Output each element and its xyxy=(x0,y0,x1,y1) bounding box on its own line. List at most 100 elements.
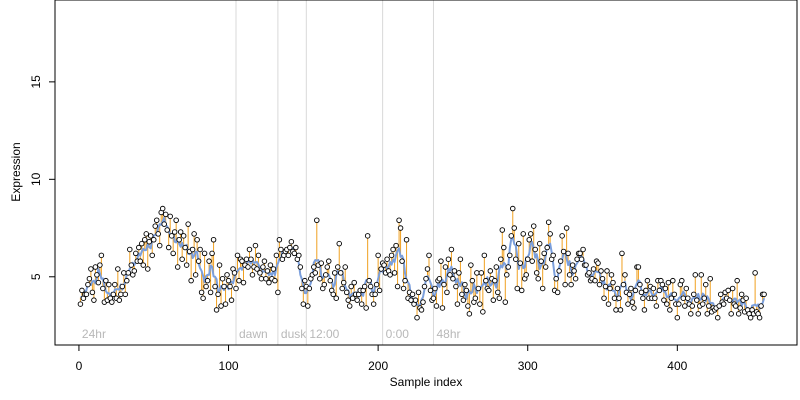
data-point xyxy=(171,229,178,235)
data-point xyxy=(535,275,541,282)
data-point xyxy=(761,291,767,298)
data-point xyxy=(726,297,733,303)
data-point xyxy=(94,272,100,278)
data-point xyxy=(643,287,649,294)
data-point xyxy=(578,256,585,262)
data-point xyxy=(466,311,473,317)
phase-label-1: dusk xyxy=(281,327,307,341)
data-point xyxy=(756,314,763,321)
data-point xyxy=(381,262,387,268)
data-point xyxy=(468,262,474,268)
data-point xyxy=(261,258,268,264)
data-point xyxy=(433,303,440,309)
data-point xyxy=(318,260,325,266)
data-point xyxy=(207,289,214,296)
data-point xyxy=(139,240,145,247)
data-point xyxy=(293,244,299,251)
data-point xyxy=(557,258,564,264)
data-point xyxy=(221,283,227,290)
data-point xyxy=(480,309,486,315)
data-point xyxy=(614,285,621,292)
data-point xyxy=(737,305,743,311)
data-point xyxy=(149,252,155,259)
data-point xyxy=(694,297,700,303)
data-point xyxy=(611,295,618,301)
data-point xyxy=(707,275,713,282)
data-point xyxy=(505,264,512,270)
data-point xyxy=(592,277,598,284)
data-point xyxy=(580,246,586,253)
data-point xyxy=(533,270,540,276)
data-point xyxy=(351,279,357,286)
data-point xyxy=(370,301,377,307)
data-point xyxy=(156,242,163,249)
data-point xyxy=(635,264,642,270)
data-point xyxy=(453,283,459,290)
data-point xyxy=(682,303,688,309)
data-point xyxy=(486,287,492,294)
data-point xyxy=(691,291,697,298)
x-tick-label: 0 xyxy=(76,359,83,373)
data-point xyxy=(167,213,173,220)
data-point xyxy=(530,223,537,229)
data-point xyxy=(465,303,471,309)
data-point xyxy=(571,268,577,274)
data-point xyxy=(714,314,721,321)
data-point xyxy=(683,285,690,292)
data-point xyxy=(228,297,235,303)
data-point xyxy=(544,244,550,251)
data-points xyxy=(77,205,767,321)
data-point xyxy=(596,281,603,288)
data-point xyxy=(179,256,185,262)
data-point xyxy=(324,264,331,270)
data-point xyxy=(124,277,130,284)
data-point xyxy=(559,233,565,239)
data-point xyxy=(393,242,399,249)
data-point xyxy=(246,246,253,253)
data-point xyxy=(91,297,97,303)
data-point xyxy=(653,303,660,309)
data-point xyxy=(152,223,158,229)
data-point xyxy=(445,256,452,262)
data-point xyxy=(524,256,531,262)
data-point xyxy=(116,297,123,303)
data-point xyxy=(182,244,188,251)
data-point xyxy=(210,236,217,243)
data-point xyxy=(542,264,549,270)
data-point xyxy=(426,252,432,259)
data-point xyxy=(399,258,405,264)
data-point xyxy=(595,260,601,266)
data-point xyxy=(233,285,239,292)
data-point xyxy=(331,270,338,276)
data-point xyxy=(260,264,266,270)
data-point xyxy=(378,266,384,272)
data-point xyxy=(234,252,241,259)
data-point xyxy=(421,283,428,290)
data-point xyxy=(314,217,320,224)
data-point xyxy=(326,258,332,264)
data-point xyxy=(499,227,506,233)
data-point xyxy=(720,301,727,307)
data-point xyxy=(185,221,191,227)
data-point xyxy=(273,252,280,259)
data-point xyxy=(565,250,571,257)
data-point xyxy=(176,236,182,243)
data-point xyxy=(523,272,529,278)
data-point xyxy=(327,277,334,284)
data-point xyxy=(517,260,523,266)
data-point xyxy=(692,272,699,278)
data-point xyxy=(644,277,651,284)
data-point xyxy=(448,246,455,253)
data-point xyxy=(545,219,552,225)
data-point xyxy=(83,291,90,298)
data-point xyxy=(363,305,369,311)
data-point xyxy=(650,285,657,292)
data-point xyxy=(456,270,462,276)
data-point xyxy=(142,236,148,243)
data-point xyxy=(206,258,212,264)
data-point xyxy=(631,305,637,311)
data-point xyxy=(264,268,271,274)
data-point xyxy=(266,279,272,286)
data-point xyxy=(520,231,526,237)
